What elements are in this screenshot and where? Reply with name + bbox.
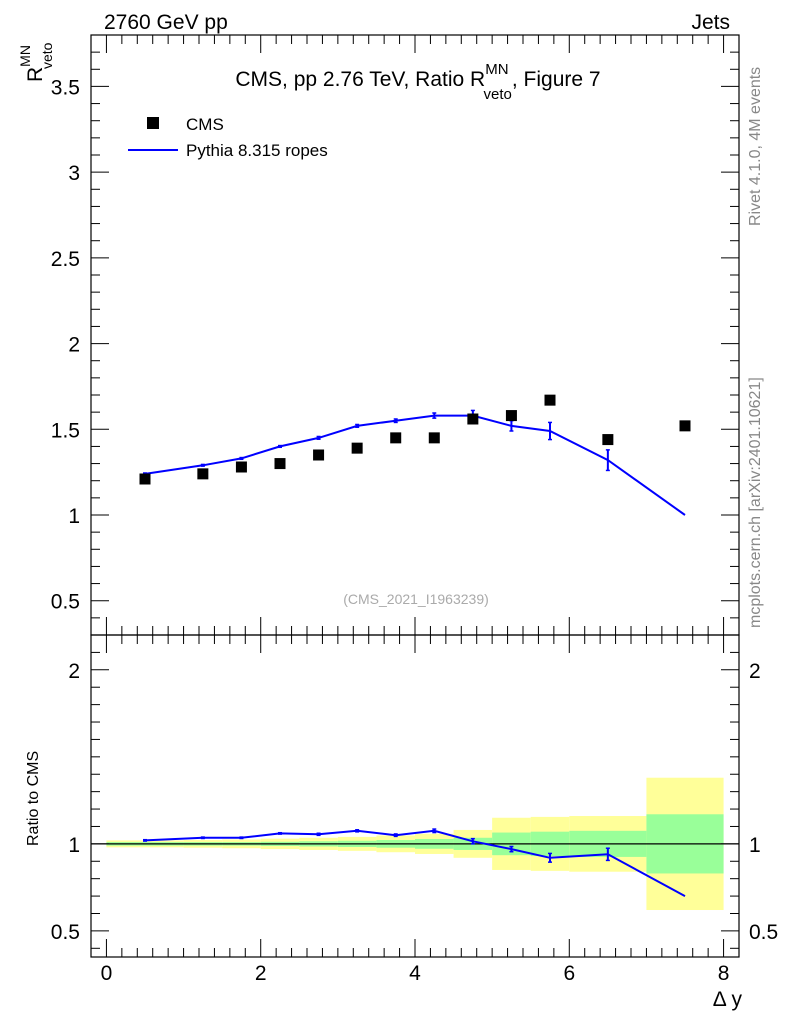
x-axis-label: Δ y [713,988,743,1011]
data-point [390,432,402,444]
main-ytick-label: 0.5 [51,591,80,614]
ratio-xtick-label: 8 [718,962,730,985]
data-point [679,420,691,432]
mcplots-info: mcplots.cern.ch [arXiv:2401.10621] [747,377,764,628]
data-point [139,473,151,485]
ratio-xtick-label: 0 [101,962,113,985]
ratio-ytick-label-right: 0.5 [749,921,778,944]
data-point [351,442,363,454]
data-point [544,394,556,406]
ratio-x-tick-labels: 0 2 4 6 8 [101,962,730,985]
main-ytick-label: 3 [68,162,80,185]
ratio-ytick-label-left: 1 [68,834,80,857]
main-ylabel: RMN veto [17,42,55,82]
ylabel-sup: MN [17,45,33,67]
ratio-panel: 0.5 0.5 1 1 2 2 0 2 4 6 8 Ratio to CMS Δ y [25,634,778,1011]
data-point [602,434,614,446]
header-left: 2760 GeV pp [104,11,228,34]
data-point [467,413,479,425]
title-suffix: , Figure 7 [512,68,601,91]
legend-data-label: CMS [186,115,224,134]
main-ytick-label: 2.5 [51,248,80,271]
mc-line [144,414,686,516]
legend-mc-label: Pythia 8.315 ropes [186,141,328,160]
ratio-xtick-label: 6 [563,962,575,985]
data-point [235,461,247,473]
main-y-tick-labels: 0.5 1 1.5 2 2.5 3 3.5 [51,76,80,613]
ratio-y-tick-labels: 0.5 0.5 1 1 2 2 [51,660,778,944]
ylabel-sub: veto [39,42,55,69]
legend: CMS Pythia 8.315 ropes [128,115,328,160]
legend-data-marker [147,117,159,129]
ratio-ytick-label-left: 2 [68,660,80,683]
ylabel-main-text: R [24,67,47,82]
ratio-ylabel: Ratio to CMS [25,751,42,846]
ratio-ytick-label-right: 1 [749,834,761,857]
ratio-xtick-label: 4 [409,962,421,985]
main-ytick-label: 1 [68,505,80,528]
ratio-ytick-label-right: 2 [749,660,761,683]
main-ytick-label: 3.5 [51,76,80,99]
main-ytick-label: 1.5 [51,419,80,442]
main-title: CMS, pp 2.76 TeV, Ratio RMN veto, Figure … [235,61,600,103]
ratio-bands [91,777,739,911]
main-panel: 0.5 1 1.5 2 2.5 3 3.5 CMS, pp 2.76 TeV, Ratio … [17,34,740,636]
header-right: Jets [691,11,730,34]
title-sub: veto [484,86,512,103]
main-ytick-label: 2 [68,334,80,357]
data-point [505,410,517,422]
rivet-info: Rivet 4.1.0, 4M events [747,67,764,226]
ratio-ticks [91,634,739,957]
data-point [197,468,209,480]
ratio-xtick-label: 2 [255,962,267,985]
ratio-frame [90,634,740,958]
analysis-watermark: (CMS_2021_I1963239) [343,591,489,607]
title-main-text: CMS, pp 2.76 TeV, Ratio R [235,68,485,91]
data-point [274,458,286,470]
ratio-ytick-label-left: 0.5 [51,921,80,944]
data-point [428,432,440,444]
ratio-series [143,828,686,897]
main-ticks [91,35,739,635]
title-sup: MN [485,61,508,78]
main-series [139,394,691,516]
data-point [313,449,325,461]
